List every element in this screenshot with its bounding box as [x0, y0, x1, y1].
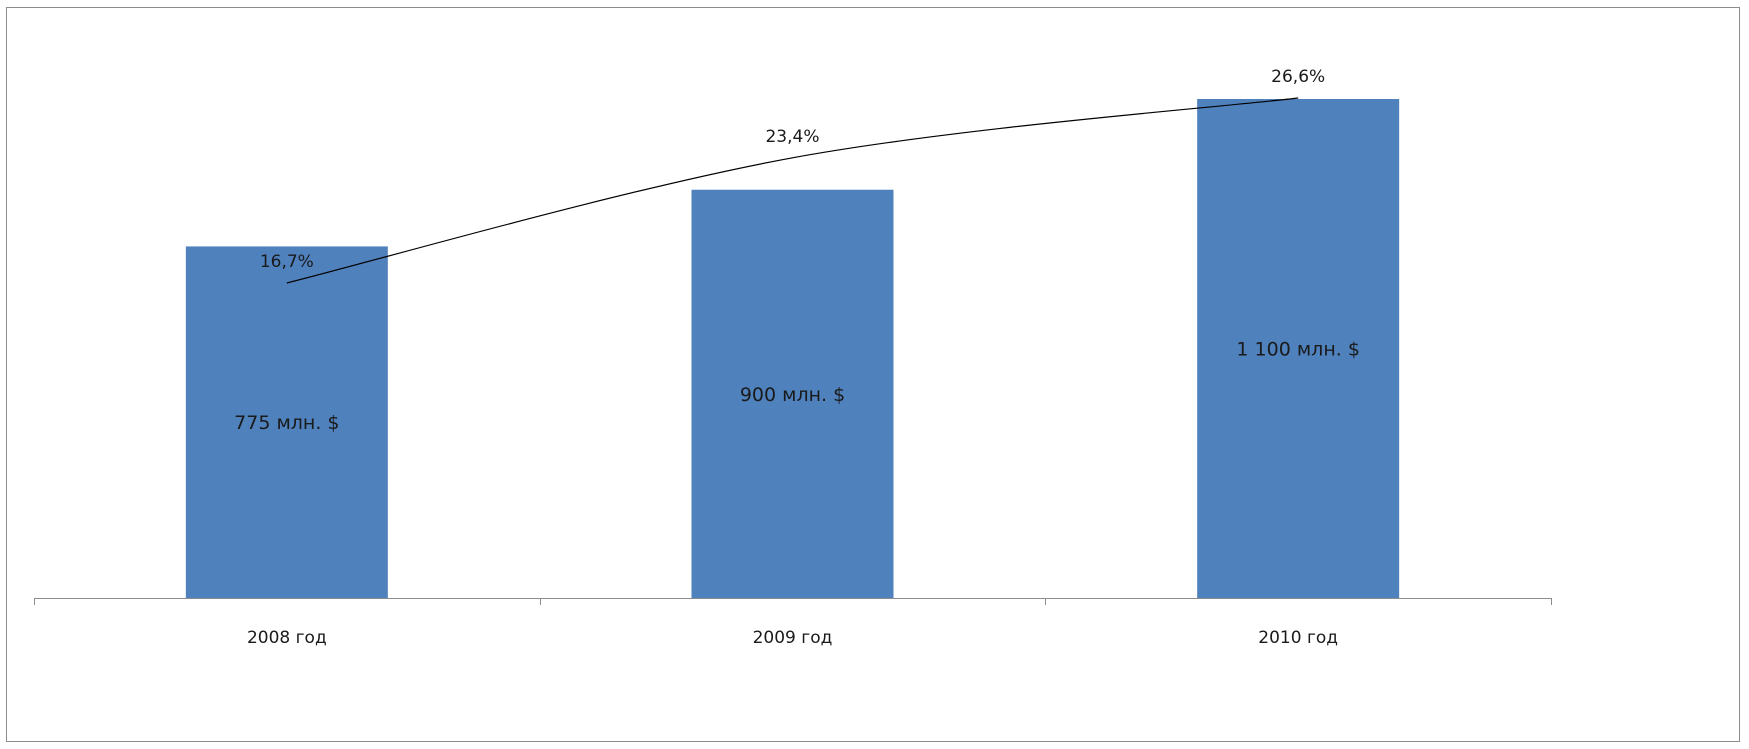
percent-label: 26,6%: [1271, 67, 1325, 87]
percent-label: 16,7%: [260, 252, 314, 272]
bar: [185, 246, 388, 598]
bar-value-label: 775 млн. $: [234, 412, 339, 434]
percent-label: 23,4%: [765, 127, 819, 147]
x-axis-ticks: [34, 598, 1552, 605]
bar-value-label: 900 млн. $: [740, 384, 845, 406]
growth-line: [286, 97, 1299, 284]
bar-value-label: 1 100 млн. $: [1236, 339, 1360, 361]
x-tick-label: 2010 год: [1258, 628, 1338, 648]
x-tick-label: 2008 год: [247, 628, 327, 648]
x-tick-label: 2009 год: [753, 628, 833, 648]
bar-labels-group: 775 млн. $ 900 млн. $ 1 100 млн. $: [234, 339, 1360, 435]
percent-labels-group: 16,7% 23,4% 26,6%: [260, 67, 1325, 272]
x-axis-tick-labels: 2008 год 2009 год 2010 год: [247, 628, 1338, 648]
bars-group: [185, 99, 1400, 598]
bar: [1197, 99, 1400, 598]
bar: [691, 189, 894, 598]
